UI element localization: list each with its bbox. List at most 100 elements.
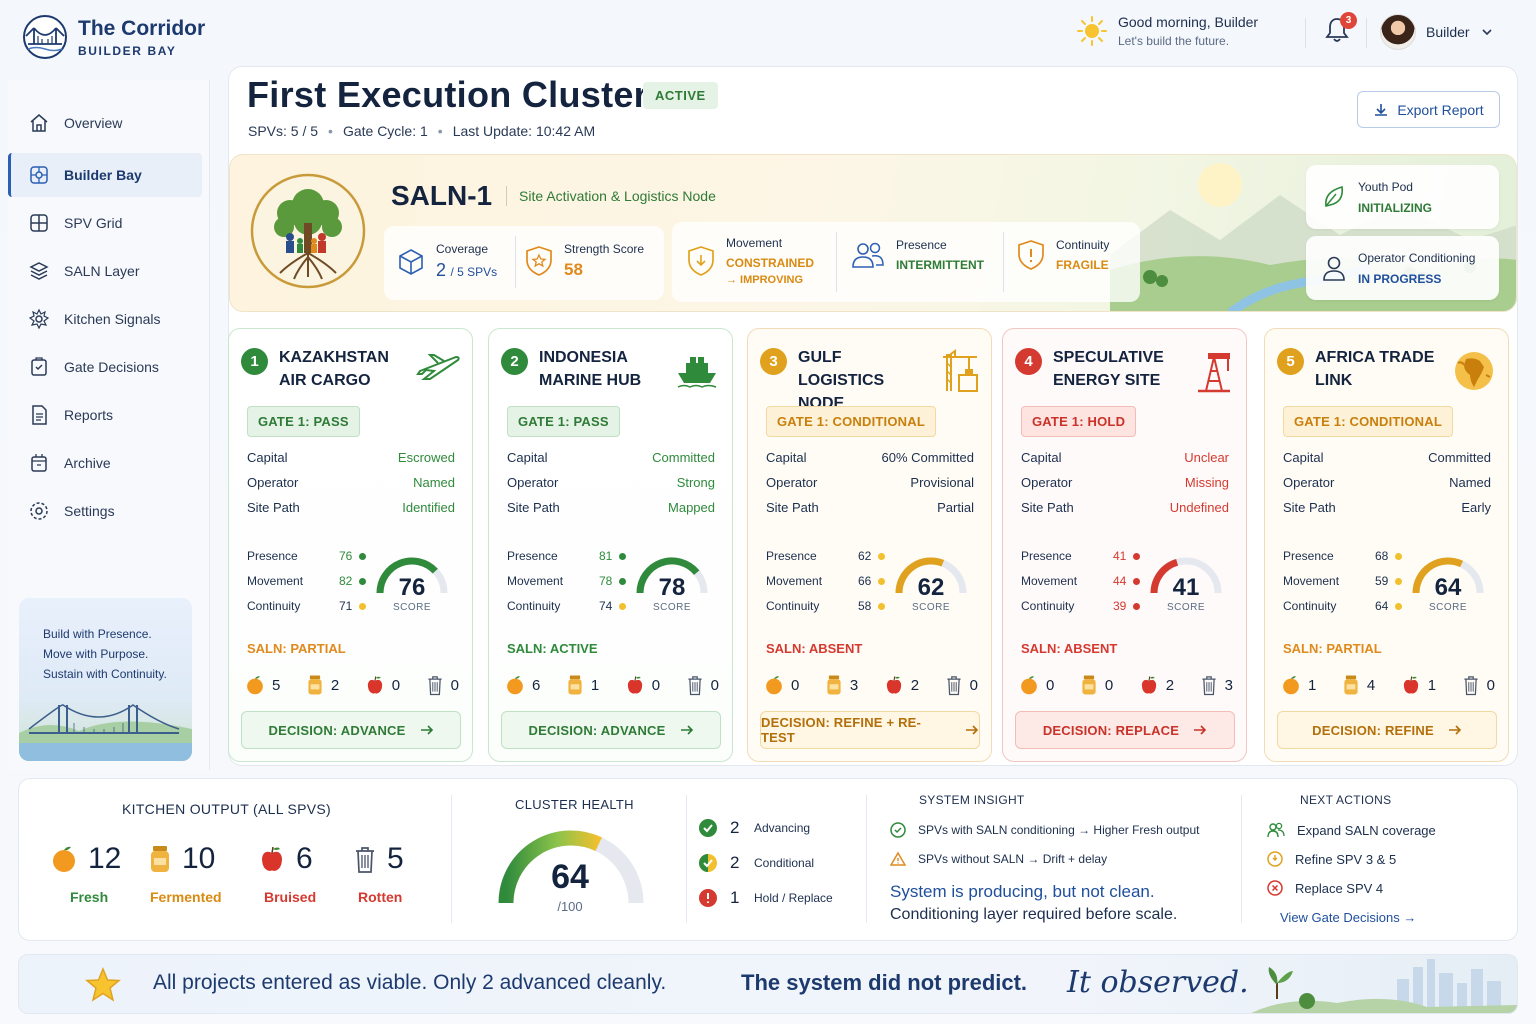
youth-pod-label: Youth Pod bbox=[1358, 179, 1413, 194]
notification-badge: 3 bbox=[1340, 12, 1357, 29]
jar-icon bbox=[148, 844, 172, 874]
signal-value: 58 bbox=[858, 599, 872, 613]
fruit-count: 0 bbox=[969, 676, 978, 694]
operator-conditioning-status: IN PROGRESS bbox=[1358, 271, 1442, 286]
fruit-count: 0 bbox=[791, 676, 800, 694]
action-label: Refine SPV 3 & 5 bbox=[1295, 851, 1397, 867]
spv-name: INDONESIA MARINE HUB bbox=[539, 349, 642, 389]
greeting-text: Good morning, Builder bbox=[1118, 14, 1259, 30]
spv-card[interactable]: 1 KAZAKHSTAN AIR CARGO GATE 1: PASS Capi… bbox=[228, 328, 473, 762]
saln-status: SALN: PARTIAL bbox=[1283, 641, 1382, 656]
trash-icon bbox=[945, 674, 963, 696]
sidebar-item-label: SALN Layer bbox=[64, 263, 140, 279]
spv-attribute-row: Site Path Mapped bbox=[507, 500, 715, 515]
saln-status: SALN: ABSENT bbox=[1021, 641, 1118, 656]
gate-status-badge: GATE 1: PASS bbox=[507, 406, 620, 437]
promo-line: Move with Purpose. bbox=[43, 647, 149, 661]
signal-label: Continuity bbox=[1021, 599, 1075, 613]
action-item[interactable]: Replace SPV 4 bbox=[1267, 880, 1383, 896]
spv-score: 62 bbox=[917, 574, 945, 601]
fruit-count: 1 bbox=[1427, 676, 1437, 694]
bruised-label: Bruised bbox=[264, 889, 317, 905]
user-menu[interactable]: Builder bbox=[1380, 14, 1494, 50]
attribute-key: Site Path bbox=[247, 500, 300, 515]
spv-score: 76 bbox=[398, 574, 426, 601]
spv-card[interactable]: 5 AFRICA TRADE LINK GATE 1: CONDITIONAL … bbox=[1264, 328, 1509, 762]
signal-row-movement: Movement 82 bbox=[247, 574, 367, 588]
fruit-count: 5 bbox=[272, 676, 281, 694]
action-item[interactable]: Expand SALN coverage bbox=[1267, 822, 1436, 838]
signal-label: Presence bbox=[247, 549, 298, 563]
attribute-key: Site Path bbox=[1283, 500, 1336, 515]
gate-cycle: Gate Cycle: 1 bbox=[342, 123, 428, 139]
fruit-count-fermented: 1 bbox=[566, 674, 599, 696]
divider bbox=[1241, 795, 1242, 923]
operator-conditioning-card[interactable]: Operator Conditioning IN PROGRESS bbox=[1306, 236, 1499, 300]
movement-value: CONSTRAINED bbox=[726, 256, 815, 270]
fruit-count-rotten: 3 bbox=[1200, 674, 1233, 696]
notifications-button[interactable]: 3 bbox=[1324, 12, 1357, 44]
sidebar-item-settings[interactable]: Settings bbox=[8, 489, 202, 533]
spv-name: SPECULATIVE ENERGY SITE bbox=[1053, 349, 1164, 389]
apple-icon bbox=[1139, 674, 1159, 696]
decision-button[interactable]: DECISION: ADVANCE bbox=[501, 711, 721, 749]
rotten-label: Rotten bbox=[358, 889, 403, 905]
spv-card[interactable]: 4 SPECULATIVE ENERGY SITE GATE 1: HOLD C… bbox=[1002, 328, 1247, 762]
signal-row-presence: Presence 68 bbox=[1283, 549, 1403, 563]
sidebar-item-kitchen-signals[interactable]: Kitchen Signals bbox=[8, 297, 202, 341]
advancing-row: 2 Advancing bbox=[698, 818, 810, 838]
decision-button[interactable]: DECISION: REPLACE bbox=[1015, 711, 1235, 749]
sidebar-item-reports[interactable]: Reports bbox=[8, 393, 202, 437]
divider bbox=[836, 232, 837, 292]
fruit-counts: 5 2 0 0 bbox=[245, 674, 459, 696]
signal-dot bbox=[619, 553, 626, 560]
signal-dot bbox=[878, 578, 885, 585]
gate-icon bbox=[28, 356, 50, 378]
spv-attribute-row: Operator Named bbox=[247, 475, 455, 490]
decision-button[interactable]: DECISION: REFINE bbox=[1277, 711, 1497, 749]
attribute-value: Undefined bbox=[1169, 500, 1229, 515]
sidebar-item-gate-decisions[interactable]: Gate Decisions bbox=[8, 345, 202, 389]
brand[interactable]: The Corridor BUILDER BAY bbox=[22, 14, 205, 60]
action-item[interactable]: Refine SPV 3 & 5 bbox=[1267, 851, 1396, 867]
attribute-value: Named bbox=[1449, 475, 1491, 490]
export-report-button[interactable]: Export Report bbox=[1357, 91, 1500, 128]
strength-stat: Strength Score 58 bbox=[524, 242, 644, 280]
sidebar-item-overview[interactable]: Overview bbox=[8, 101, 202, 145]
attribute-key: Capital bbox=[766, 450, 807, 465]
jar-icon bbox=[566, 674, 584, 696]
status-badge: ACTIVE bbox=[643, 82, 718, 109]
orange-icon bbox=[764, 674, 784, 696]
footer-line: All projects entered as viable. Only 2 a… bbox=[153, 971, 667, 994]
bridge-illustration-icon bbox=[19, 693, 192, 761]
signal-label: Movement bbox=[1021, 574, 1078, 588]
view-gate-decisions-link[interactable]: View Gate Decisions → bbox=[1280, 910, 1417, 925]
score-gauge bbox=[636, 557, 708, 594]
greeting: Good morning, Builder Let's build the fu… bbox=[1076, 14, 1258, 48]
sidebar-item-spv-grid[interactable]: SPV Grid bbox=[8, 201, 202, 245]
score-label: SCORE bbox=[911, 602, 951, 613]
orange-icon bbox=[1019, 674, 1039, 696]
sidebar-item-saln-layer[interactable]: SALN Layer bbox=[8, 249, 202, 293]
spv-card[interactable]: 3 GULF LOGISTICS NODE GATE 1: CONDITIONA… bbox=[747, 328, 992, 762]
sidebar-item-archive[interactable]: Archive bbox=[8, 441, 202, 485]
sidebar-item-builder-bay[interactable]: Builder Bay bbox=[8, 153, 202, 197]
signal-value: 78 bbox=[599, 574, 613, 588]
youth-pod-card[interactable]: Youth Pod INITIALIZING bbox=[1306, 165, 1499, 229]
divider bbox=[866, 795, 867, 923]
decision-button[interactable]: DECISION: REFINE + RE-TEST bbox=[760, 711, 980, 749]
decision-button[interactable]: DECISION: ADVANCE bbox=[241, 711, 461, 749]
spv-attribute-row: Operator Missing bbox=[1021, 475, 1229, 490]
spv-number: 4 bbox=[1015, 348, 1042, 375]
signal-dot bbox=[359, 553, 366, 560]
trash-icon bbox=[686, 674, 704, 696]
insight-line: SPVs with SALN conditioning → Higher Fre… bbox=[890, 822, 1199, 838]
signal-value: 64 bbox=[1375, 599, 1389, 613]
insight-text: SPVs with SALN conditioning → Higher Fre… bbox=[918, 823, 1200, 837]
attribute-key: Site Path bbox=[507, 500, 560, 515]
spv-card[interactable]: 2 INDONESIA MARINE HUB GATE 1: PASS Capi… bbox=[488, 328, 733, 762]
gear-icon bbox=[28, 500, 50, 522]
kitchen-bruised: 6 bbox=[258, 842, 313, 876]
saln-subtitle: Site Activation & Logistics Node bbox=[506, 186, 716, 206]
cluster-health-score: 64 bbox=[551, 858, 589, 896]
